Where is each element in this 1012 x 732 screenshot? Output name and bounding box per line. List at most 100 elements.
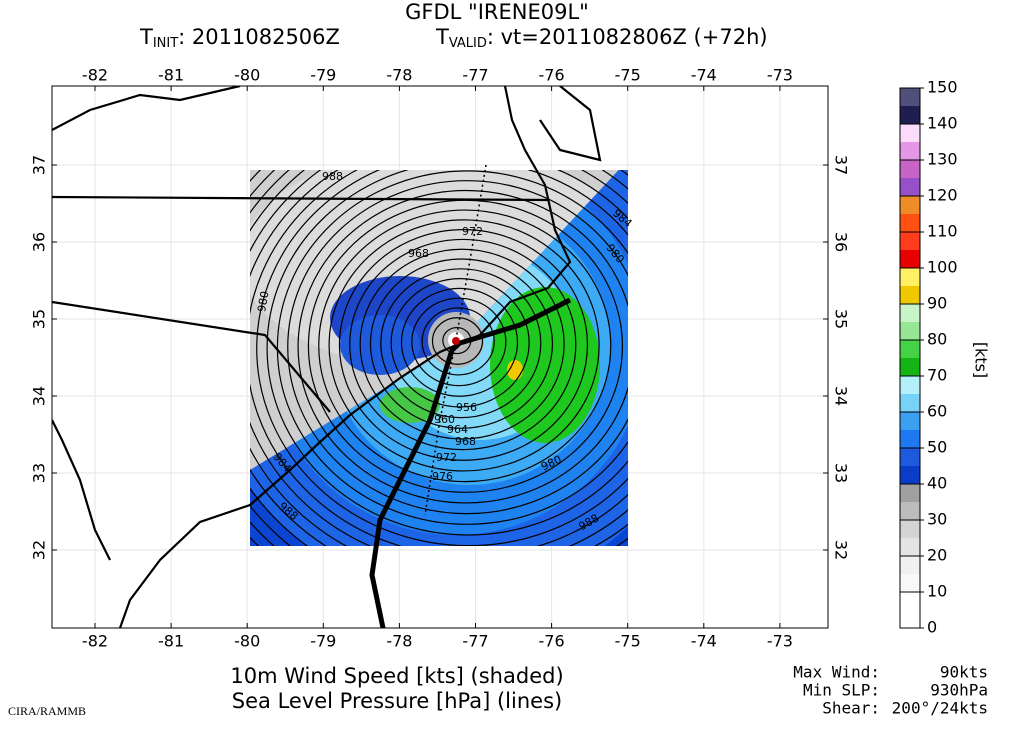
stat-label: Min SLP: [803, 681, 880, 700]
footer-line: Sea Level Pressure [hPa] (lines) [232, 689, 562, 713]
colorbar-swatch [900, 214, 920, 232]
lat-label: 33 [832, 463, 851, 483]
contour-line [400, 287, 519, 397]
contour-line [421, 307, 495, 376]
contour-label: 960 [434, 413, 455, 426]
contour-label: 972 [462, 225, 483, 238]
lon-label: -74 [691, 66, 717, 85]
t-valid: TVALID: vt=2011082806Z (+72h) [435, 25, 768, 51]
track-dotted [424, 164, 487, 516]
colorbar-label: 150 [927, 78, 958, 97]
map-area: 988 972 968 980 984 980 984 988 988 976 … [52, 86, 828, 628]
lat-label: 33 [30, 463, 49, 483]
colorbar-label: 110 [927, 222, 958, 241]
stat-value: 90kts [940, 663, 988, 682]
colorbar-swatch [900, 448, 920, 466]
colorbar-swatch [900, 196, 920, 214]
colorbar-swatch [900, 412, 920, 430]
stat-value: 200°/24kts [892, 699, 988, 718]
contour-line [431, 317, 484, 365]
colorbar-swatch [900, 376, 920, 394]
lat-label: 34 [30, 386, 49, 406]
colorbar-swatch [900, 268, 920, 286]
contour-label: 956 [456, 401, 477, 414]
colorbar: 0 10 20 30 40 50 60 70 80 90 100 110 120 130 140 150 [899, 78, 958, 637]
colorbar-swatch [900, 592, 920, 610]
lon-label: -75 [615, 66, 641, 85]
colorbar-unit: [kts] [972, 342, 991, 378]
colorbar-label: 30 [927, 510, 947, 529]
lon-label: -78 [386, 66, 412, 85]
t-text: : 2011082506Z [178, 25, 340, 49]
colorbar-swatch [900, 160, 920, 178]
lat-label: 32 [30, 540, 49, 560]
colorbar-label: 40 [927, 474, 947, 493]
contour-line [256, 170, 628, 546]
footer-line: 10m Wind Speed [kts] (shaded) [230, 664, 563, 688]
colorbar-swatch [900, 178, 920, 196]
lon-label: -81 [158, 66, 184, 85]
stat-value: 930hPa [930, 681, 988, 700]
colorbar-label: 80 [927, 330, 947, 349]
colorbar-label: 120 [927, 186, 958, 205]
shade [507, 360, 523, 380]
stat-label: Max Wind: [793, 663, 880, 682]
lon-label: -80 [234, 66, 260, 85]
colorbar-swatch [900, 304, 920, 322]
colorbar-swatch [900, 610, 920, 628]
storm-track [369, 297, 572, 628]
colorbar-swatch [900, 142, 920, 160]
lon-label: -76 [539, 632, 565, 651]
colorbar-label: 10 [927, 582, 947, 601]
lon-label: -82 [82, 66, 108, 85]
lon-label: -73 [767, 632, 793, 651]
lon-label: -73 [767, 66, 793, 85]
colorbar-swatch [900, 106, 920, 124]
contour-line [390, 277, 530, 408]
coastline [118, 86, 572, 628]
contour-label: 972 [436, 451, 457, 464]
colorbar-swatch [900, 574, 920, 592]
contour-line [380, 268, 542, 419]
lon-label: -78 [386, 632, 412, 651]
t-subscript: INIT [153, 36, 178, 51]
contour-line [318, 209, 612, 483]
t-text: : vt=2011082806Z (+72h) [487, 25, 768, 49]
colorbar-swatch [900, 322, 920, 340]
state-border [52, 195, 549, 202]
lat-label: 37 [832, 155, 851, 175]
map-frame [51, 85, 829, 629]
lon-label: -79 [310, 66, 336, 85]
colorbar-swatch [900, 520, 920, 538]
contour-line [266, 170, 628, 536]
state-border [52, 419, 111, 561]
coastline [539, 86, 602, 162]
lon-label: -74 [691, 632, 717, 651]
colorbar-label: 130 [927, 150, 958, 169]
colorbar-swatch [900, 88, 920, 106]
stat-label: Shear: [822, 699, 880, 718]
shade [380, 387, 440, 423]
lon-label: -76 [539, 66, 565, 85]
colorbar-swatch [900, 250, 920, 268]
colorbar-label: 60 [927, 402, 947, 421]
t-subscript: VALID [449, 36, 487, 51]
contour-line [328, 219, 600, 472]
contour-line [338, 229, 589, 461]
lon-label: -75 [615, 632, 641, 651]
colorbar-swatch [900, 340, 920, 358]
state-border [52, 86, 241, 131]
lat-label: 34 [832, 386, 851, 406]
contour-label: 964 [447, 423, 468, 436]
contour-line [411, 297, 507, 387]
lat-label: 36 [832, 232, 851, 252]
lon-label: -81 [158, 632, 184, 651]
colorbar-label: 90 [927, 294, 947, 313]
lat-label: 35 [30, 309, 49, 329]
colorbar-label: 50 [927, 438, 947, 457]
shade [340, 315, 420, 375]
contour-label: 980 [255, 290, 271, 313]
contour-label: 988 [322, 170, 343, 183]
t-symbol: T [435, 25, 449, 49]
